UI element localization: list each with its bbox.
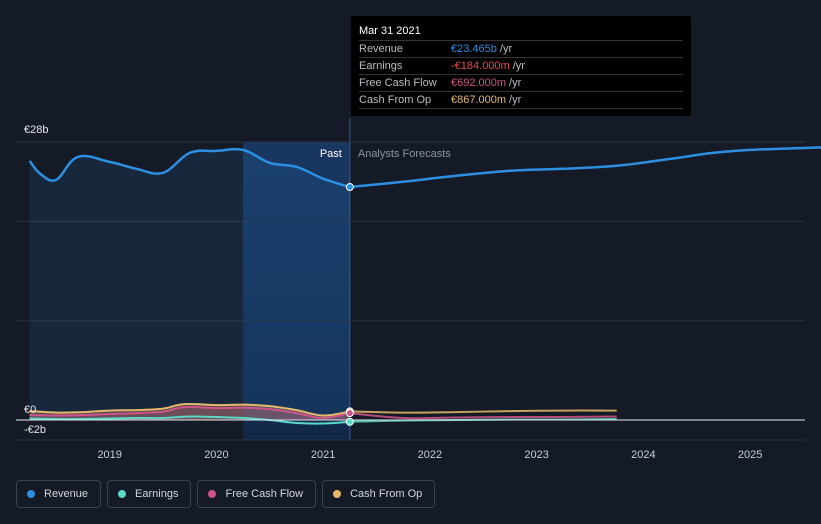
- x-tick-label: 2019: [97, 449, 121, 461]
- x-tick-label: 2021: [311, 449, 335, 461]
- tooltip: Mar 31 2021 Revenue €23.465b /yr Earning…: [351, 16, 691, 116]
- legend-label: Earnings: [135, 488, 179, 500]
- series-area-cash-from-op: [29, 403, 350, 420]
- x-tick-label: 2020: [204, 449, 228, 461]
- x-tick-label: 2025: [738, 449, 762, 461]
- legend-dot-icon: [118, 490, 127, 498]
- tooltip-unit: /yr: [509, 77, 522, 89]
- series-line-free-cash-flow: [29, 405, 351, 419]
- tooltip-label: Revenue: [359, 43, 404, 55]
- series-forecast-line-cash-from-op: [349, 409, 617, 414]
- legend-item-cash-from-op[interactable]: Cash From Op: [322, 480, 436, 508]
- x-tick-label: 2022: [418, 449, 442, 461]
- y-tick-label: €28b: [24, 124, 48, 136]
- data-point-revenue: [345, 183, 354, 192]
- legend: Revenue Earnings Free Cash Flow Cash Fro…: [16, 480, 436, 508]
- y-tick-label: -€2b: [24, 424, 46, 436]
- legend-dot-icon: [208, 490, 217, 498]
- forecast-label: Analysts Forecasts: [358, 148, 451, 160]
- tooltip-date: Mar 31 2021: [359, 24, 683, 41]
- legend-dot-icon: [333, 490, 342, 498]
- tooltip-unit: /yr: [512, 60, 525, 72]
- tooltip-row-revenue: Revenue €23.465b /yr: [359, 41, 683, 58]
- tooltip-row-earnings: Earnings -€184.000m /yr: [359, 58, 683, 75]
- tooltip-value: €867.000m: [451, 94, 507, 106]
- data-point-free-cash-flow: [345, 409, 354, 418]
- series-area-free-cash-flow: [29, 406, 350, 420]
- tooltip-row-cash-from-op: Cash From Op €867.000m /yr: [359, 92, 683, 109]
- tooltip-value: €23.465b: [451, 43, 497, 55]
- tooltip-unit: /yr: [499, 43, 513, 55]
- tooltip-value: €692.000m: [451, 77, 507, 89]
- tooltip-value: -€184.000m: [451, 60, 510, 72]
- series-forecast-line-revenue: [349, 146, 821, 189]
- y-tick-label: €0: [24, 404, 36, 416]
- tooltip-label: Free Cash Flow: [359, 77, 437, 89]
- legend-item-earnings[interactable]: Earnings: [107, 480, 192, 508]
- legend-item-free-cash-flow[interactable]: Free Cash Flow: [197, 480, 317, 508]
- legend-dot-icon: [27, 490, 35, 498]
- series-forecast-line-free-cash-flow: [349, 412, 617, 420]
- tooltip-unit: /yr: [509, 94, 522, 106]
- x-tick-label: 2024: [631, 449, 655, 461]
- series-line-cash-from-op: [29, 402, 351, 417]
- past-label: Past: [320, 148, 342, 160]
- tooltip-row-free-cash-flow: Free Cash Flow €692.000m /yr: [359, 75, 683, 92]
- series-line-revenue: [28, 147, 351, 189]
- tooltip-label: Earnings: [359, 60, 403, 72]
- x-tick-label: 2023: [524, 449, 548, 461]
- series-area-revenue: [29, 149, 350, 420]
- past-highlight-region: [243, 142, 350, 440]
- legend-label: Cash From Op: [350, 488, 423, 500]
- legend-item-revenue[interactable]: Revenue: [16, 480, 102, 508]
- legend-label: Revenue: [44, 488, 89, 500]
- tooltip-label: Cash From Op: [359, 94, 432, 106]
- series-line-earnings: [29, 415, 350, 425]
- legend-label: Free Cash Flow: [225, 488, 304, 500]
- data-point-earnings: [345, 417, 354, 426]
